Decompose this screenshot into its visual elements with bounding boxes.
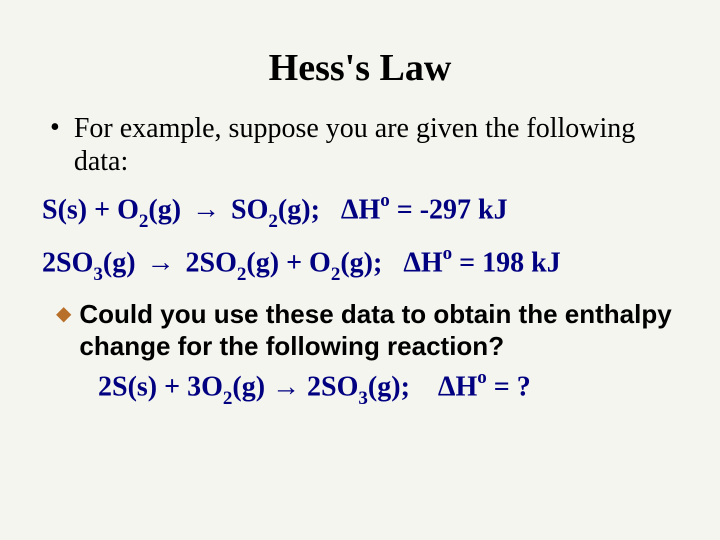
eq1-rhs1sub: 2 [268,211,278,232]
eq2-val: 198 kJ [482,247,561,278]
question-lead: Could [79,299,153,329]
eq2-rhs1b: (g) [246,247,279,278]
equation-2: 2SO3(g) → 2SO2(g) + O2(g); ΔHo = 198 kJ [42,245,684,284]
intro-text: For example, suppose you are given the f… [74,112,684,178]
eq1-val: -297 kJ [420,194,508,225]
eq1-dH: ΔH [341,194,380,225]
diamond-icon: ◆ [56,298,71,330]
eq3-lhs2b: (g) [232,371,265,402]
eq2-rhs2b: (g); [340,247,382,278]
eq3-rhs1b: (g); [368,371,410,402]
eq1-eq: = [397,194,413,225]
slide-content: Hess's Law • For example, suppose you ar… [0,0,720,408]
eq1-rhs1b: (g); [278,194,320,225]
eq1-arrow: → [188,194,224,225]
question-text: Could you use these data to obtain the e… [79,298,684,363]
eq2-arrow: → [143,247,179,278]
eq2-sup: o [443,243,453,264]
eq2-dH: ΔH [403,247,442,278]
intro-bullet: • For example, suppose you are given the… [50,112,684,178]
eq3-lhs2sub: 2 [223,388,233,409]
eq2-rhs2a: O [309,247,331,278]
equation-1: S(s) + O2(g) → SO2(g); ΔHo = -297 kJ [42,192,684,231]
eq3-eq: = [494,371,510,402]
eq2-rhs1sub: 2 [237,264,247,285]
eq2-rhs1a: 2SO [186,247,237,278]
question-rest: you use these data to obtain the enthalp… [79,299,671,362]
eq3-lhs1: 2S(s) [98,371,157,402]
eq2-lhs1sub: 3 [93,264,103,285]
eq2-plus: + [286,247,302,278]
eq3-plus: + [164,371,180,402]
eq3-val: ? [517,371,531,402]
eq2-eq: = [459,247,475,278]
eq1-plus: + [94,194,110,225]
slide-title: Hess's Law [36,46,684,90]
eq3-dH: ΔH [438,371,477,402]
bullet-dot: • [50,112,60,144]
eq3-rhs1sub: 3 [358,388,368,409]
eq1-lhs2b: (g) [148,194,181,225]
eq3-sup: o [477,367,487,388]
eq3-lhs2a: 3O [187,371,223,402]
eq2-lhs1a: 2SO [42,247,93,278]
eq1-rhs1a: SO [231,194,268,225]
eq2-lhs1b: (g) [103,247,136,278]
question-bullet: ◆ Could you use these data to obtain the… [56,298,684,363]
eq3-rhs1a: 2SO [307,371,358,402]
eq1-lhs1: S(s) [42,194,87,225]
eq1-sup: o [380,190,390,211]
eq1-lhs2a: O [117,194,139,225]
eq2-rhs2sub: 2 [331,264,341,285]
equation-3: 2S(s) + 3O2(g) → 2SO3(g); ΔHo = ? [98,369,684,408]
eq3-arrow: → [272,371,300,402]
eq1-lhs2sub: 2 [139,211,149,232]
